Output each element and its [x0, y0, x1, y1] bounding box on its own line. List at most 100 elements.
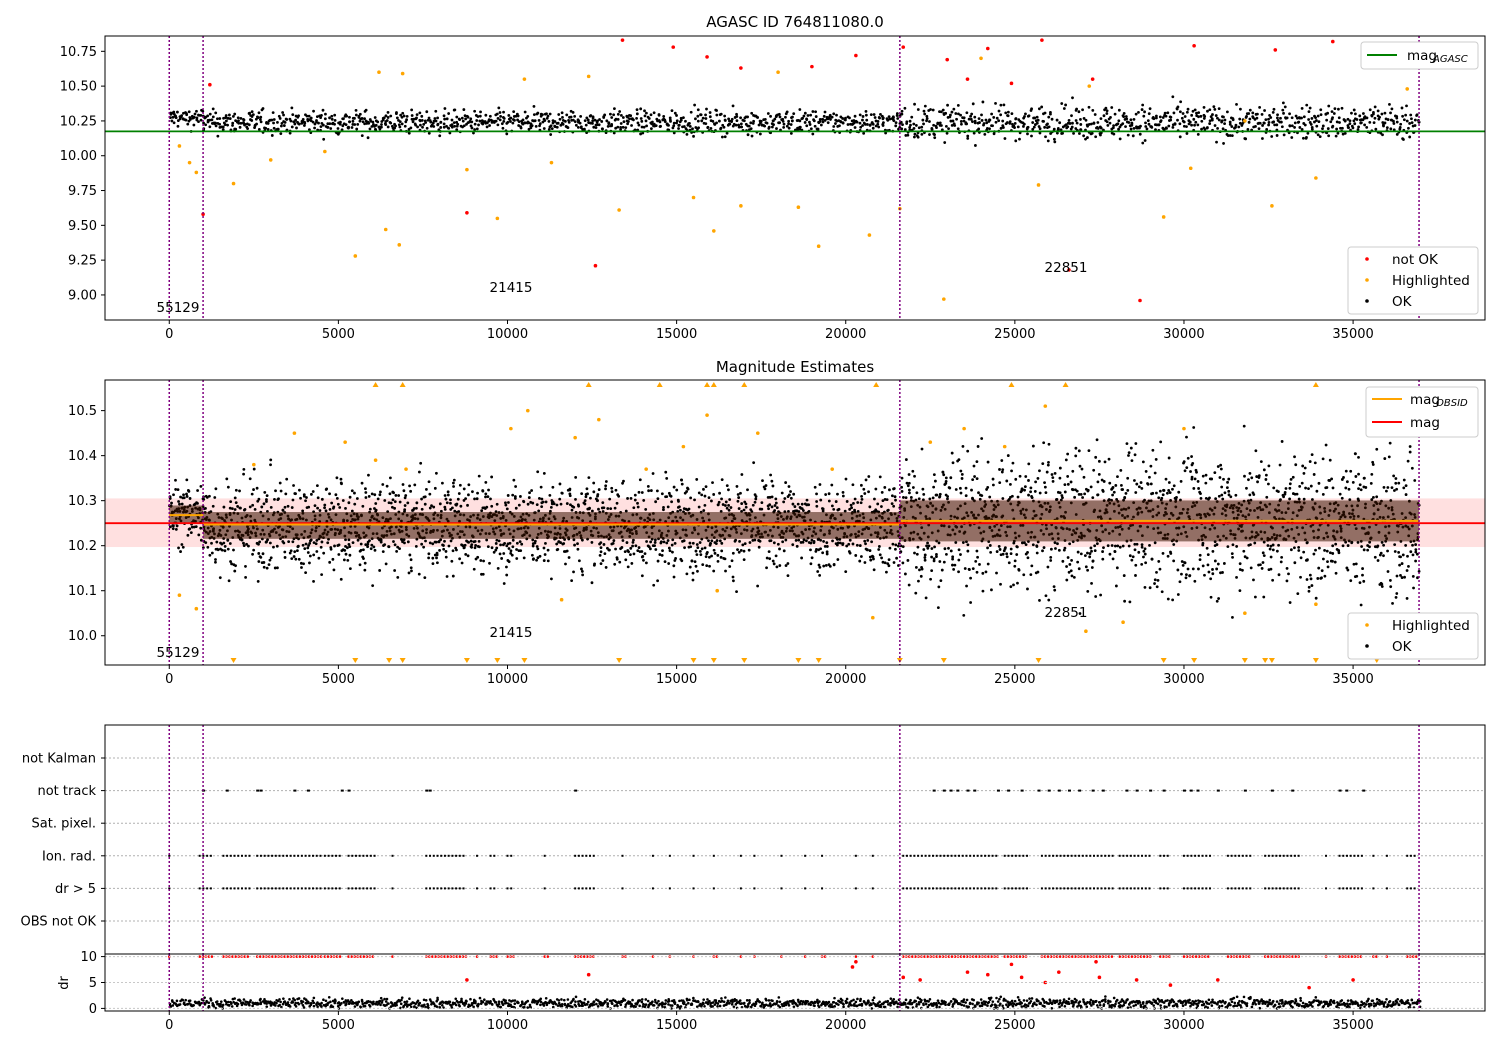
x-tick-label: 35000 [1332, 327, 1373, 342]
ok-point [1043, 481, 1046, 484]
ok-point [1060, 102, 1063, 105]
ok-point [811, 110, 814, 113]
ok-point [640, 550, 643, 553]
ok-point [374, 502, 377, 505]
ok-point [713, 549, 716, 552]
ok-point [957, 559, 960, 562]
ok-point [1220, 121, 1223, 124]
ok-point [747, 133, 750, 136]
ok-point [581, 570, 584, 573]
ok-point [292, 484, 295, 487]
ok-point [728, 565, 731, 568]
ok-point [665, 495, 668, 498]
highlighted-point [868, 233, 872, 237]
ok-point [564, 563, 567, 566]
ok-point [1083, 492, 1086, 495]
ok-point [1123, 497, 1126, 500]
ok-point [771, 505, 774, 508]
ok-point [490, 505, 493, 508]
ok-point [689, 125, 692, 128]
ok-point [348, 120, 351, 123]
ok-point [387, 116, 390, 119]
agasc-legend-ok-label: OK [1392, 294, 1413, 310]
ok-point [302, 544, 305, 547]
ok-point [774, 497, 777, 500]
ok-point [517, 115, 520, 118]
ok-point [687, 122, 690, 125]
ok-point [438, 134, 441, 137]
ok-point [955, 488, 958, 491]
ok-point [1374, 128, 1377, 131]
ok-point [761, 479, 764, 482]
ok-point [671, 109, 674, 112]
ok-point [1246, 112, 1249, 115]
ok-point [476, 556, 479, 559]
ok-point [769, 115, 772, 118]
ok-point [416, 113, 419, 116]
ok-point [485, 506, 488, 509]
y-tick-label: 10.25 [60, 114, 97, 129]
ok-point [1083, 476, 1086, 479]
ok-point [1411, 121, 1414, 124]
ok-point [389, 122, 392, 125]
ok-point [443, 506, 446, 509]
ok-point [728, 498, 731, 501]
ok-point [778, 121, 781, 124]
ok-point [679, 509, 682, 512]
ok-point [1282, 101, 1285, 104]
ok-point [695, 478, 698, 481]
ok-point [536, 470, 539, 473]
ok-point [988, 127, 991, 130]
ok-point [316, 507, 319, 510]
ok-point [718, 492, 721, 495]
ok-point [1176, 569, 1179, 572]
ok-point [735, 115, 738, 118]
ok-point [566, 126, 569, 129]
ok-point [1162, 552, 1165, 555]
ok-point [1142, 460, 1145, 463]
highlighted-point [617, 208, 621, 212]
ok-point [932, 496, 935, 499]
ok-point [555, 543, 558, 546]
ok-point [353, 117, 356, 120]
ok-point [228, 579, 231, 582]
ok-point [1341, 107, 1344, 110]
ok-point [445, 498, 448, 501]
ok-point [486, 495, 489, 498]
ok-point [1389, 111, 1392, 114]
ok-point [980, 494, 983, 497]
ok-point [901, 477, 904, 480]
ok-point [677, 127, 680, 130]
ok-point [654, 541, 657, 544]
ok-point [866, 123, 869, 126]
ok-point [645, 119, 648, 122]
ok-point [1235, 103, 1238, 106]
ok-point [1117, 119, 1120, 122]
ok-point [574, 476, 577, 479]
highlighted-point [1162, 215, 1166, 219]
highlighted-point [269, 158, 273, 162]
ok-point [669, 119, 672, 122]
ok-point [482, 560, 485, 563]
ok-point [1267, 118, 1270, 121]
ok-point [680, 478, 683, 481]
ok-point [1136, 543, 1139, 546]
ok-point [723, 115, 726, 118]
ok-point [212, 116, 215, 119]
ok-point [691, 127, 694, 130]
ok-point [779, 116, 782, 119]
ok-point [323, 506, 326, 509]
ok-point [1261, 137, 1264, 140]
ok-point [864, 542, 867, 545]
ok-point [1014, 118, 1017, 121]
ok-point [957, 127, 960, 130]
agasc-obsid-label-21415: 21415 [490, 280, 533, 296]
ok-point [641, 491, 644, 494]
ok-point [1078, 110, 1081, 113]
ok-point [1288, 112, 1291, 115]
ok-point [1222, 142, 1225, 145]
ok-point [1091, 109, 1094, 112]
ok-point [558, 498, 561, 501]
ok-point [263, 566, 266, 569]
ok-point [1023, 489, 1026, 492]
